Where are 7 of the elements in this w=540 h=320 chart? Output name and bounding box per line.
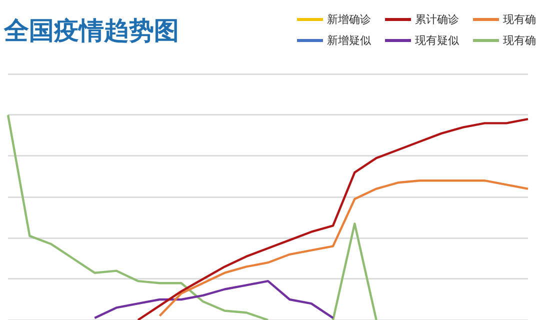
legend-label: 现有疑似 <box>414 33 459 48</box>
legend-label: 现有确 <box>502 12 536 27</box>
chart-title: 全国疫情趋势图 <box>4 15 179 47</box>
legend-label: 累计确诊 <box>414 12 459 27</box>
legend-label: 新增疑似 <box>326 33 371 48</box>
legend-label: 新增确诊 <box>326 12 371 27</box>
legend-label: 现有确 <box>502 33 536 48</box>
